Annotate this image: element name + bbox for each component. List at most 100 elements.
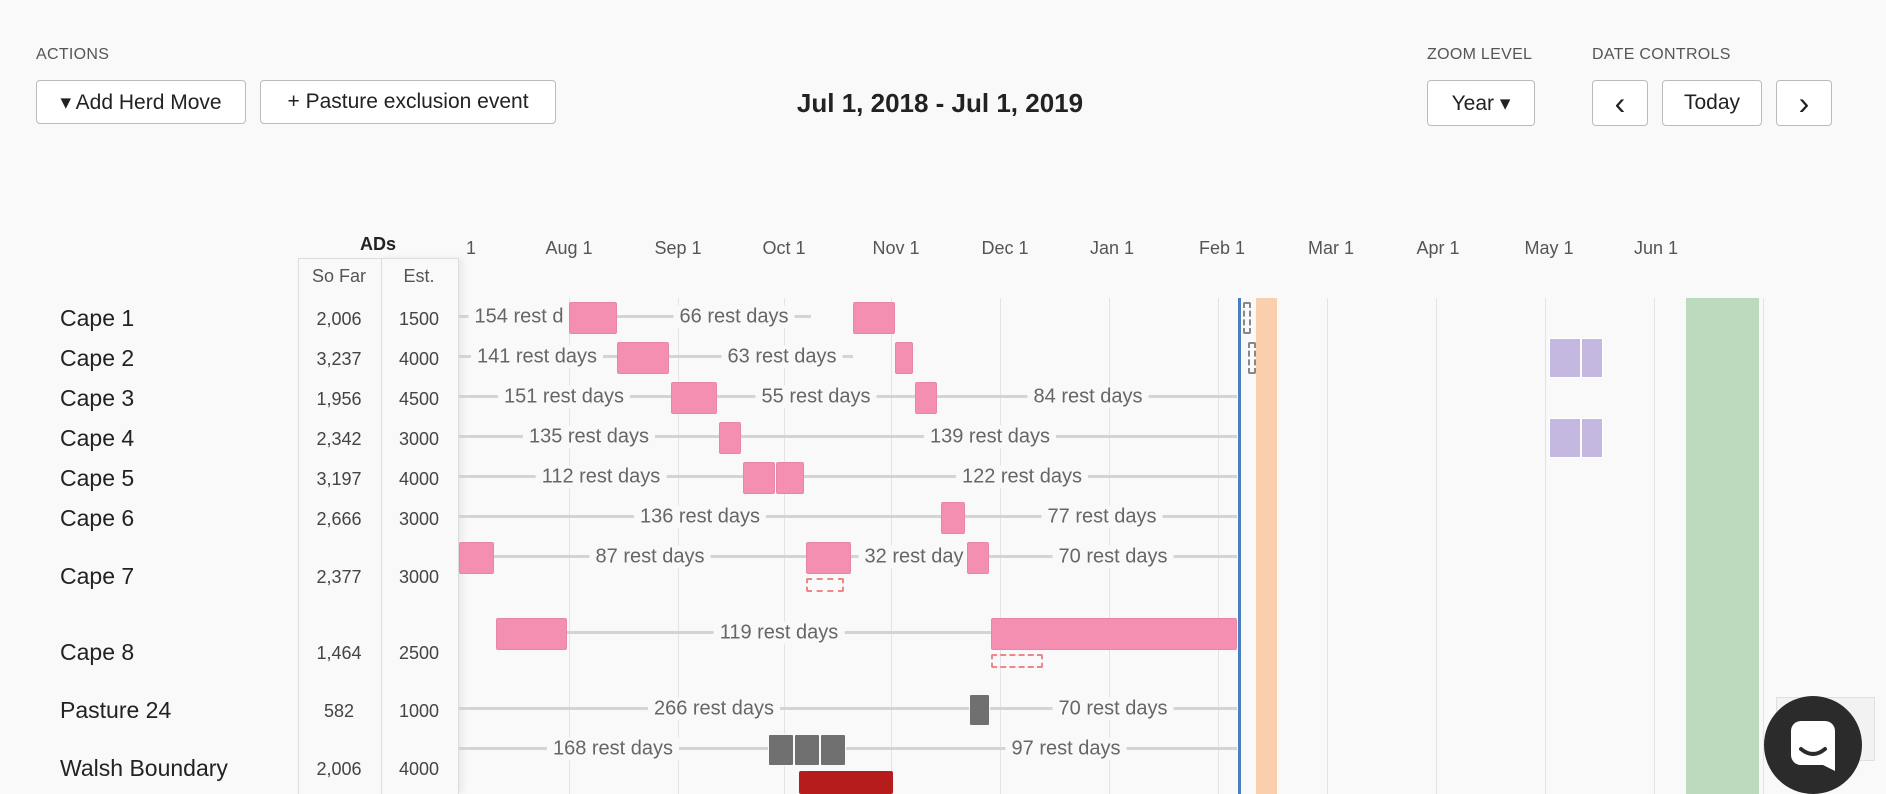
chat-launcher-button[interactable] bbox=[1764, 696, 1862, 794]
today-line bbox=[1238, 298, 1241, 794]
prev-period-button[interactable]: ‹ bbox=[1592, 80, 1648, 126]
chevron-right-icon: › bbox=[1798, 84, 1810, 121]
rest-days-label: 139 rest days bbox=[923, 425, 1057, 449]
month-label: Dec 1 bbox=[981, 238, 1029, 258]
est-value: 2500 bbox=[398, 643, 440, 663]
planned-grazing[interactable] bbox=[1581, 338, 1603, 378]
rest-days-label: 135 rest days bbox=[522, 425, 656, 449]
so-far-value: 2,006 bbox=[316, 309, 362, 329]
add-herd-move-button[interactable]: ▾ Add Herd Move bbox=[36, 80, 246, 124]
pasture-exclusion-band[interactable] bbox=[1686, 298, 1759, 794]
month-label: Mar 1 bbox=[1307, 238, 1355, 258]
est-header: Est. bbox=[403, 266, 435, 286]
rest-days-label: 87 rest days bbox=[589, 545, 711, 569]
rest-days-label: 77 rest days bbox=[1041, 505, 1163, 529]
so-far-value: 1,956 bbox=[316, 389, 362, 409]
month-label: Oct 1 bbox=[762, 238, 806, 258]
grazing-event[interactable] bbox=[496, 618, 567, 650]
planned-move-marker[interactable] bbox=[991, 654, 1043, 668]
pasture-name[interactable]: Cape 7 bbox=[60, 563, 135, 589]
so-far-value: 3,237 bbox=[316, 349, 362, 369]
rest-days-label: 119 rest days bbox=[713, 621, 845, 645]
pasture-name[interactable]: Pasture 24 bbox=[60, 697, 172, 723]
est-column bbox=[380, 258, 459, 794]
grazing-event[interactable] bbox=[941, 502, 965, 534]
hay-event[interactable] bbox=[969, 694, 990, 726]
grazing-event[interactable] bbox=[853, 302, 895, 334]
grazing-event[interactable] bbox=[806, 542, 851, 574]
grazing-event[interactable] bbox=[895, 342, 913, 374]
date-controls-heading: DATE CONTROLS bbox=[1592, 46, 1731, 63]
grazing-event[interactable] bbox=[459, 542, 494, 574]
so-far-value: 2,666 bbox=[316, 509, 362, 529]
pasture-name[interactable]: Cape 5 bbox=[60, 465, 135, 491]
pasture-name[interactable]: Walsh Boundary bbox=[60, 755, 228, 781]
rest-days-label: 154 rest d bbox=[468, 305, 570, 329]
rest-days-label: 70 rest days bbox=[1052, 545, 1174, 569]
rest-days-label: 97 rest days bbox=[1005, 737, 1127, 761]
est-value: 3000 bbox=[398, 429, 440, 449]
rest-days-label: 70 rest days bbox=[1052, 697, 1174, 721]
grazing-event[interactable] bbox=[671, 382, 717, 414]
grazing-event[interactable] bbox=[569, 302, 617, 334]
so-far-value: 2,377 bbox=[316, 567, 362, 587]
pasture-name[interactable]: Cape 2 bbox=[60, 345, 135, 371]
month-gridline bbox=[1327, 298, 1328, 794]
so-far-value: 1,464 bbox=[316, 643, 362, 663]
rest-days-label: 122 rest days bbox=[955, 465, 1089, 489]
grazing-event[interactable] bbox=[915, 382, 937, 414]
so-far-value: 2,006 bbox=[316, 759, 362, 779]
grazing-event[interactable] bbox=[776, 462, 804, 494]
grazing-event[interactable] bbox=[719, 422, 741, 454]
so-far-column bbox=[298, 258, 382, 794]
hay-event[interactable] bbox=[820, 734, 846, 766]
planned-grazing[interactable] bbox=[1581, 418, 1603, 458]
grazing-event[interactable] bbox=[617, 342, 669, 374]
ads-header: ADs bbox=[359, 234, 396, 254]
grazing-event[interactable] bbox=[991, 618, 1237, 650]
so-far-value: 3,197 bbox=[316, 469, 362, 489]
hay-event[interactable] bbox=[768, 734, 794, 766]
today-button[interactable]: Today bbox=[1662, 80, 1762, 126]
rest-days-label: 168 rest days bbox=[546, 737, 680, 761]
planned-grazing[interactable] bbox=[1549, 338, 1581, 378]
est-value: 4000 bbox=[398, 469, 440, 489]
month-gridline bbox=[1763, 298, 1764, 794]
actions-heading: ACTIONS bbox=[36, 46, 110, 63]
planned-move-marker[interactable] bbox=[1243, 302, 1251, 334]
hay-event[interactable] bbox=[794, 734, 820, 766]
est-value: 3000 bbox=[398, 567, 440, 587]
month-gridline bbox=[1218, 298, 1219, 794]
rest-days-label: 151 rest days bbox=[497, 385, 631, 409]
chevron-left-icon: ‹ bbox=[1614, 84, 1626, 121]
grazing-event[interactable] bbox=[743, 462, 775, 494]
month-gridline bbox=[1654, 298, 1655, 794]
est-value: 1000 bbox=[398, 701, 440, 721]
grazing-event[interactable] bbox=[967, 542, 989, 574]
pasture-name[interactable]: Cape 4 bbox=[60, 425, 135, 451]
month-label: Jan 1 bbox=[1089, 238, 1135, 258]
est-value: 4500 bbox=[398, 389, 440, 409]
est-value: 3000 bbox=[398, 509, 440, 529]
pasture-name[interactable]: Cape 6 bbox=[60, 505, 135, 531]
pasture-name[interactable]: Cape 3 bbox=[60, 385, 135, 411]
est-value: 1500 bbox=[398, 309, 440, 329]
month-label: Aug 1 bbox=[545, 238, 593, 258]
next-period-button[interactable]: › bbox=[1776, 80, 1832, 126]
pasture-exclusion-button[interactable]: + Pasture exclusion event bbox=[260, 80, 556, 124]
alert-event[interactable] bbox=[799, 771, 893, 794]
pasture-name[interactable]: Cape 8 bbox=[60, 639, 135, 665]
pasture-name[interactable]: Cape 1 bbox=[60, 305, 135, 331]
planned-move-marker[interactable] bbox=[1248, 342, 1256, 374]
rest-days-label: 136 rest days bbox=[633, 505, 767, 529]
table-header-divider bbox=[298, 258, 458, 259]
planned-grazing[interactable] bbox=[1549, 418, 1581, 458]
planned-move-marker[interactable] bbox=[806, 578, 844, 592]
zoom-level-select[interactable]: Year ▾ bbox=[1427, 80, 1535, 126]
so-far-header: So Far bbox=[311, 266, 367, 286]
zoom-heading: ZOOM LEVEL bbox=[1427, 46, 1533, 63]
month-label: May 1 bbox=[1524, 238, 1574, 258]
month-gridline bbox=[1000, 298, 1001, 794]
month-label: Feb 1 bbox=[1198, 238, 1246, 258]
month-gridline bbox=[569, 298, 570, 794]
